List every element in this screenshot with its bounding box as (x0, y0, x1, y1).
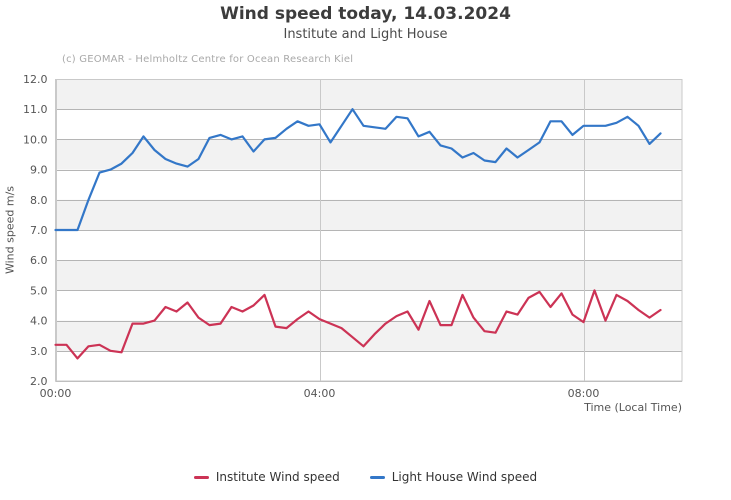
legend-label-institute: Institute Wind speed (215, 470, 340, 484)
plot-band (55, 320, 682, 351)
y-tick-label: 9.0 (30, 164, 48, 177)
y-tick-label: 3.0 (30, 345, 48, 358)
y-tick-label: 10.0 (23, 133, 48, 146)
y-tick-label: 7.0 (30, 224, 48, 237)
y-tick-label: 11.0 (23, 103, 48, 116)
legend-label-lighthouse: Light House Wind speed (391, 470, 538, 484)
y-axis-title: Wind speed m/s (3, 185, 17, 275)
legend-swatch-institute (193, 475, 209, 479)
plot-band (55, 199, 682, 230)
copyright-note: (c) GEOMAR - Helmholtz Centre for Ocean … (62, 54, 354, 65)
legend: Institute Wind speed Light House Wind sp… (0, 470, 731, 484)
series-line-light-house-wind-speed (54, 108, 662, 232)
x-tick-label: 00:00 (40, 387, 72, 400)
y-tick-label: 4.0 (30, 315, 48, 328)
y-tick-label: 2.0 (30, 375, 48, 388)
x-axis-title: Time (Local Time) (584, 401, 682, 414)
legend-item-lighthouse: Light House Wind speed (369, 470, 538, 484)
y-tick-label: 12.0 (23, 73, 48, 86)
wind-speed-plot: 12.0 11.0 10.0 9.0 8.0 7.0 6.0 5.0 4.0 3.0 2.000:0… (23, 73, 683, 400)
legend-swatch-lighthouse (369, 475, 385, 479)
y-tick-label: 8.0 (30, 194, 48, 207)
x-tick-label: 08:00 (568, 387, 600, 400)
series-line-institute-wind-speed (54, 289, 662, 360)
page-title: Wind speed today, 14.03.2024 (220, 4, 511, 24)
plot-band (55, 79, 682, 110)
chart-subtitle: Institute and Light House (283, 27, 448, 42)
legend-item-institute: Institute Wind speed (193, 470, 340, 484)
plot-band (55, 260, 682, 291)
y-tick-label: 6.0 (30, 254, 48, 267)
y-tick-label: 5.0 (30, 284, 48, 297)
x-tick-label: 04:00 (304, 387, 336, 400)
